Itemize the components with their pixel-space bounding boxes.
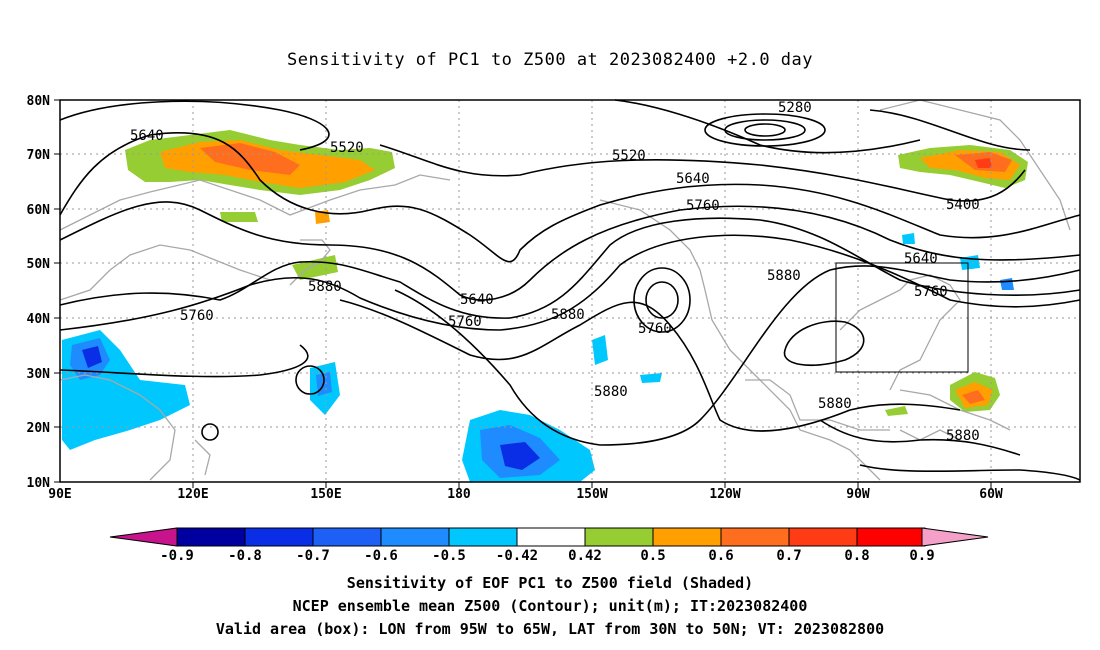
caption-shading: Sensitivity of EOF PC1 to Z500 field (Sh…	[346, 574, 754, 592]
colorbar-tick-label: 0.7	[776, 548, 801, 564]
colorbar-tick-label: -0.6	[364, 548, 398, 564]
colorbar-tick-label: -0.5	[432, 548, 466, 564]
longitude-labels: 90E 120E 150E 180 150W 120W 90W 60W	[48, 487, 1003, 502]
contour-label: 5760	[686, 198, 720, 214]
colorbar-tick-labels: -0.9 -0.8 -0.7 -0.6 -0.5 -0.42 0.42 0.5 …	[160, 548, 935, 564]
caption-valid-area: Valid area (box): LON from 95W to 65W, L…	[215, 620, 885, 638]
contour-label: 5760	[638, 321, 672, 337]
graticule	[60, 100, 1080, 482]
map-title: Sensitivity of PC1 to Z500 at 2023082400…	[286, 50, 813, 70]
colorbar	[109, 527, 989, 547]
colorbar-tick-label: 0.8	[844, 548, 869, 564]
colorbar-tick-label: -0.8	[228, 548, 262, 564]
lon-label: 90W	[846, 487, 870, 502]
colorbar-tick-label: -0.42	[496, 548, 538, 564]
colorbar-box	[856, 527, 926, 547]
sensitivity-shading	[62, 130, 1028, 482]
contour-label: 5880	[551, 307, 585, 323]
colorbar-box	[176, 527, 246, 547]
contour-label: 5760	[448, 314, 482, 330]
lon-label: 150E	[310, 487, 341, 502]
contour-label: 5640	[904, 251, 938, 267]
colorbar-box	[652, 527, 722, 547]
lat-label: 20N	[27, 421, 51, 436]
valid-area-box	[835, 262, 969, 373]
contour-label: 5880	[308, 279, 342, 295]
contour-label: 5280	[778, 100, 812, 116]
lon-label: 180	[447, 487, 471, 502]
darkorange-patch-siberia	[200, 143, 300, 175]
lat-label: 70N	[27, 148, 51, 163]
caption-contour: NCEP ensemble mean Z500 (Contour); unit(…	[292, 597, 808, 615]
colorbar-box	[720, 527, 790, 547]
lat-label: 10N	[27, 476, 51, 491]
coastlines	[59, 99, 1071, 481]
colorbar-tick-label: 0.42	[568, 548, 602, 564]
lon-label: 90E	[48, 487, 71, 502]
colorbar-tick-label: 0.5	[640, 548, 665, 564]
colorbar-tick-label: 0.6	[708, 548, 733, 564]
contour-label: 5640	[676, 171, 710, 187]
contour-label: 5520	[330, 140, 364, 156]
contour-label: 5880	[818, 396, 852, 412]
lon-label: 120E	[177, 487, 208, 502]
z500-contours	[59, 99, 1081, 481]
lat-label: 40N	[27, 312, 51, 327]
colorbar-tick-label: -0.7	[296, 548, 330, 564]
lat-label: 60N	[27, 203, 51, 218]
contour-label: 5640	[460, 292, 494, 308]
colorbar-box	[448, 527, 518, 547]
colorbar-box	[788, 527, 858, 547]
colorbar-box	[312, 527, 382, 547]
lat-label: 80N	[27, 94, 51, 109]
contour-label: 5880	[767, 268, 801, 284]
contour-label: 5880	[946, 428, 980, 444]
colorbar-tick-label: -0.9	[160, 548, 194, 564]
map-frame	[59, 99, 1081, 483]
colorbar-tick-label: 0.9	[909, 548, 934, 564]
contour-label: 5760	[180, 308, 214, 324]
lat-label: 50N	[27, 257, 51, 272]
lon-label: 120W	[709, 487, 740, 502]
lon-label: 60W	[979, 487, 1003, 502]
lon-label: 150W	[576, 487, 607, 502]
contour-label: 5640	[130, 128, 164, 144]
colorbar-box	[584, 527, 654, 547]
colorbar-box	[380, 527, 450, 547]
contour-label: 5400	[946, 197, 980, 213]
colorbar-box	[516, 527, 586, 547]
contour-label: 5520	[612, 148, 646, 164]
colorbar-box	[244, 527, 314, 547]
colorbar-arrow-low	[109, 527, 178, 547]
latitude-labels: 80N 70N 60N 50N 40N 30N 20N 10N	[27, 94, 51, 491]
colorbar-boxes	[176, 527, 926, 547]
colorbar-arrow-high	[921, 527, 989, 547]
lat-label: 30N	[27, 367, 51, 382]
axis-ticks	[54, 99, 992, 488]
contour-label: 5760	[914, 284, 948, 300]
contour-label: 5880	[594, 384, 628, 400]
